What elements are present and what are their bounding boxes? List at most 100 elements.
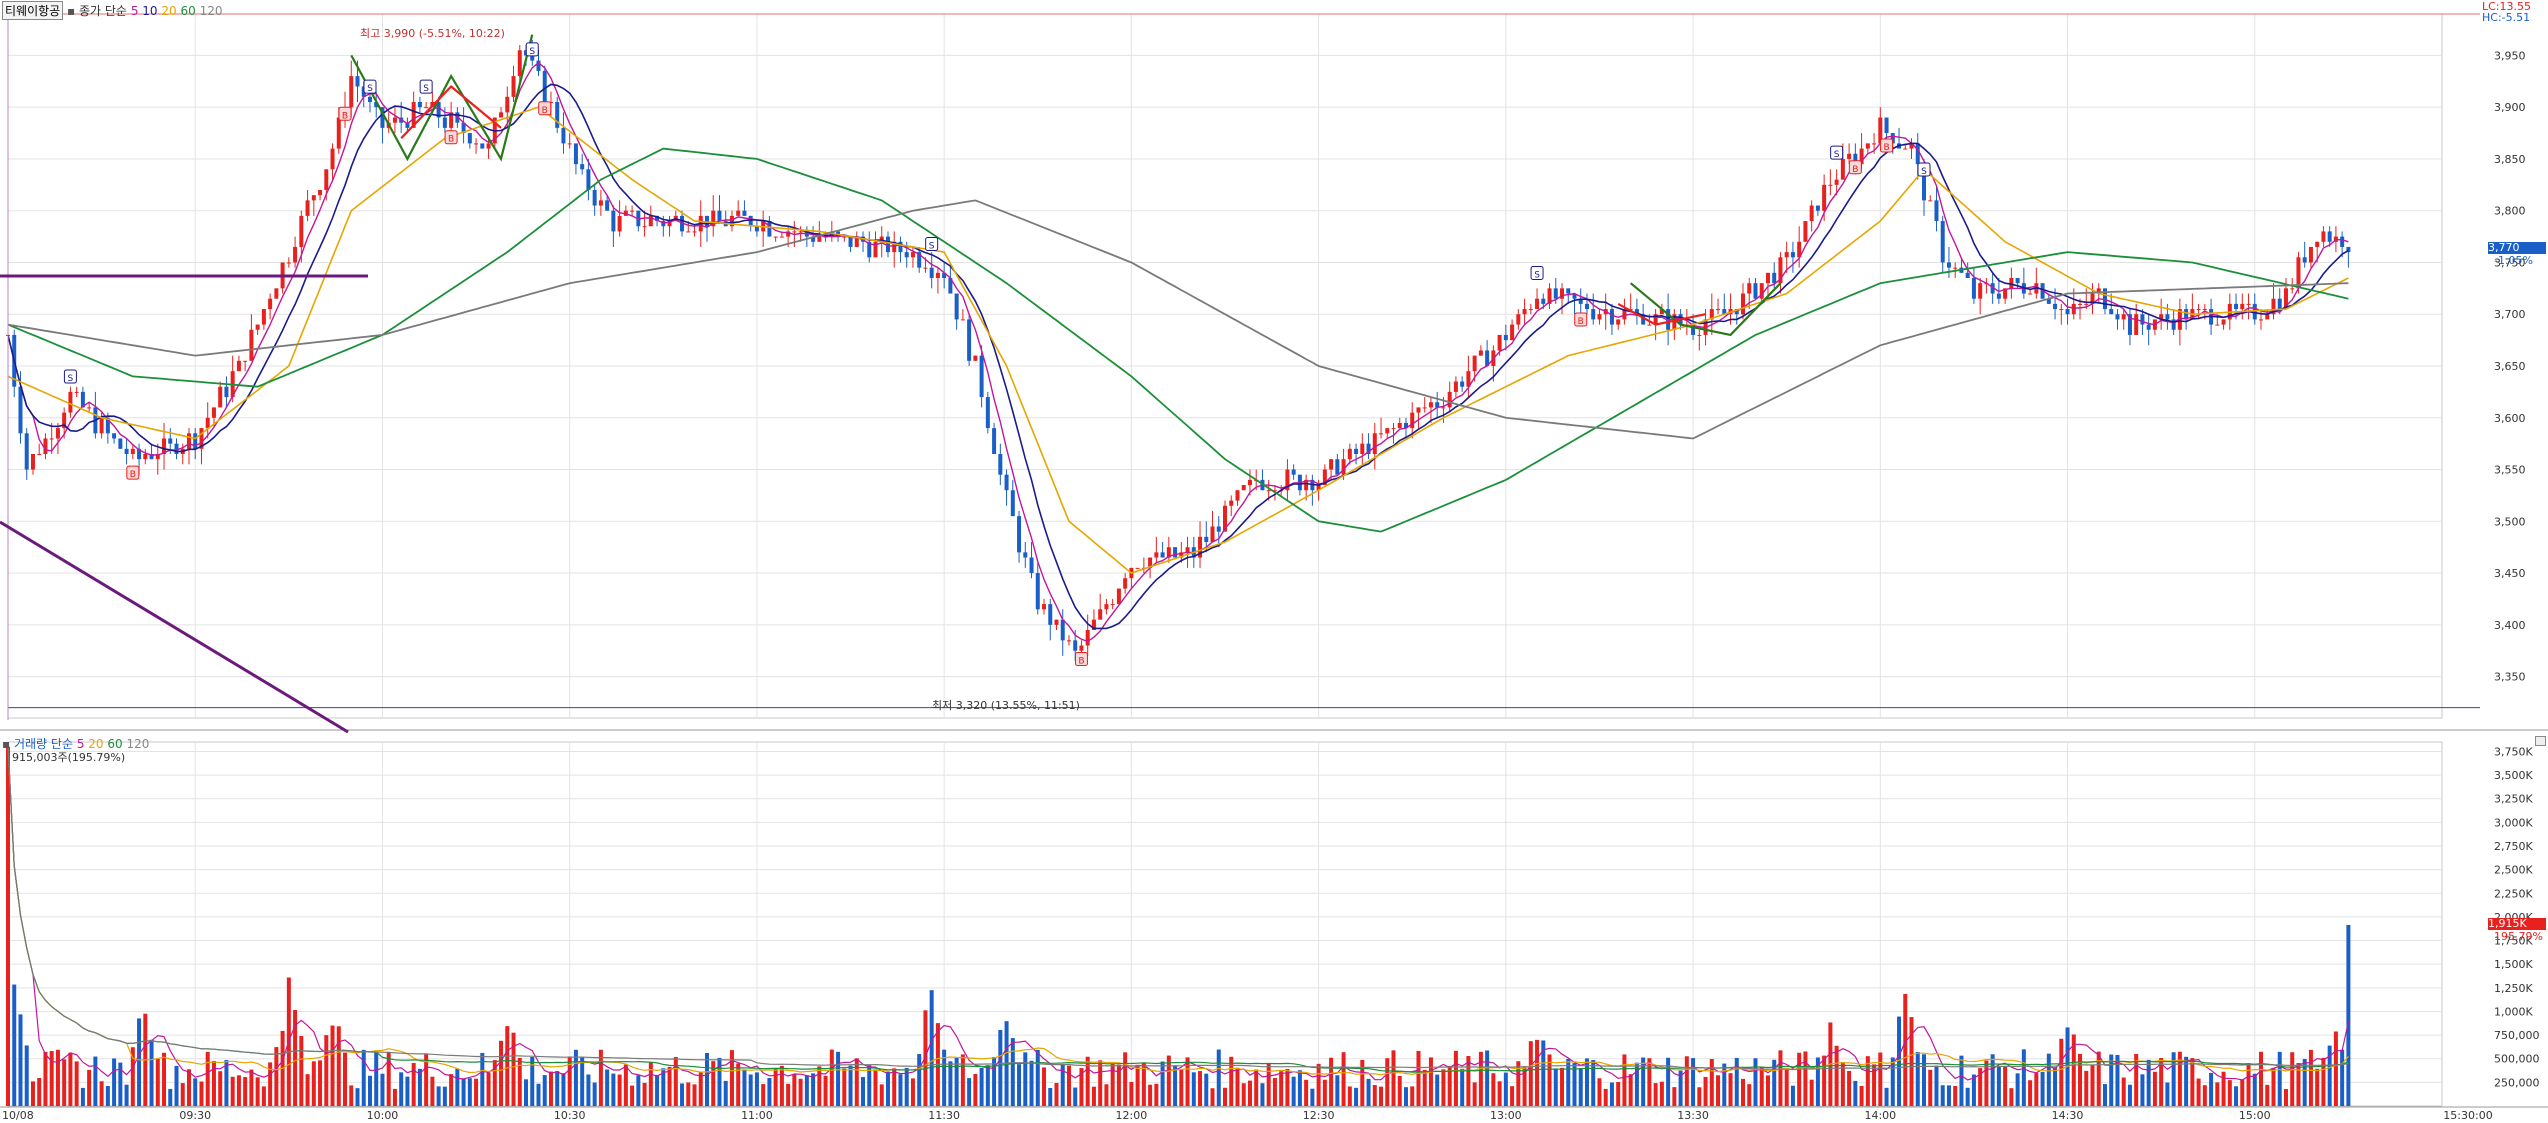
volume-bar	[486, 1072, 491, 1106]
volume-bar	[1035, 1049, 1040, 1106]
candle-body	[561, 127, 566, 144]
candle-body	[960, 319, 965, 321]
volume-bar	[299, 1035, 304, 1106]
sell-signal-marker[interactable]	[525, 42, 539, 57]
volume-bar	[1485, 1050, 1490, 1106]
candle-body	[2090, 293, 2095, 304]
volume-bar	[374, 1052, 379, 1106]
volume-bar	[804, 1075, 809, 1106]
candle-body	[1135, 567, 1140, 569]
candle-body	[967, 319, 972, 361]
volume-bar	[1285, 1068, 1290, 1106]
candle-body	[1060, 619, 1065, 641]
current-change: -1.05%	[2494, 254, 2533, 267]
candle-body	[1722, 309, 1727, 315]
candle-body	[1672, 314, 1677, 330]
candle-body	[1410, 412, 1415, 429]
volume-bar	[636, 1075, 641, 1106]
candle-body	[2078, 303, 2083, 305]
volume-bar	[2190, 1058, 2195, 1106]
candle-body	[1772, 272, 1777, 284]
candle-body	[205, 417, 210, 429]
volume-bar	[467, 1078, 472, 1106]
volume-bar	[2265, 1084, 2270, 1106]
diagonal-trendline[interactable]	[0, 520, 349, 734]
volume-bar	[1747, 1084, 1752, 1106]
volume-bar	[642, 1082, 647, 1106]
candle-body	[1116, 588, 1121, 605]
volume-bar	[1391, 1050, 1396, 1106]
legend-ma120: 120	[199, 4, 223, 18]
x-tick-label: 13:00	[1490, 1109, 1522, 1122]
volume-bar	[1984, 1060, 1989, 1106]
volume-y-tick-label: 2,250K	[2494, 887, 2533, 900]
buy-signal-marker[interactable]	[126, 465, 140, 480]
candle-body	[1659, 309, 1664, 315]
volume-bar	[1466, 1055, 1471, 1106]
candle-body	[1566, 288, 1571, 294]
candle-body	[1840, 158, 1845, 180]
volume-bar	[1403, 1087, 1408, 1106]
candle-body	[792, 231, 797, 233]
candle-body	[411, 102, 416, 128]
candle-body	[293, 246, 298, 263]
volume-bar	[492, 1060, 497, 1106]
volume-bar	[1990, 1054, 1995, 1106]
sell-signal-marker[interactable]	[1530, 266, 1544, 281]
panel-collapse-button[interactable]	[2535, 736, 2546, 746]
volume-bar	[1996, 1066, 2001, 1106]
volume-bar	[580, 1056, 585, 1106]
volume-bar	[1104, 1084, 1109, 1106]
volume-bar	[548, 1071, 553, 1106]
volume-bar	[386, 1051, 391, 1106]
price-legend: 티웨이항공 ▪ 종가 단순 5 10 20 60 120	[2, 1, 223, 20]
candle-body	[49, 438, 54, 440]
volume-bar	[1553, 1068, 1558, 1106]
sell-signal-marker[interactable]	[63, 369, 77, 384]
sell-signal-marker[interactable]	[419, 79, 433, 94]
volume-bar	[1216, 1049, 1221, 1106]
candle-body	[268, 298, 273, 310]
stock-name-box[interactable]: 티웨이항공	[2, 1, 64, 20]
y-tick-label: 3,500	[2494, 515, 2526, 528]
x-tick-label: 11:00	[741, 1109, 773, 1122]
candle-body	[617, 215, 622, 232]
buy-signal-marker[interactable]	[538, 101, 552, 116]
volume-bar	[1478, 1051, 1483, 1106]
volume-bar	[698, 1072, 703, 1106]
zigzag-green-1	[350, 34, 534, 162]
buy-signal-marker[interactable]	[1574, 312, 1588, 327]
buy-signal-marker[interactable]	[1880, 138, 1894, 153]
candle-body	[1416, 407, 1421, 413]
volume-bar	[137, 1018, 142, 1106]
volume-bar	[324, 1035, 329, 1106]
volume-bar	[330, 1025, 335, 1106]
candle-body	[2028, 293, 2033, 295]
volume-bar	[2177, 1051, 2182, 1106]
volume-bar	[1029, 1060, 1034, 1106]
candle-body	[2246, 303, 2251, 305]
candle-body	[811, 236, 816, 242]
candle-body	[461, 122, 466, 134]
sell-signal-marker[interactable]	[363, 79, 377, 94]
buy-signal-marker[interactable]	[1074, 652, 1088, 667]
buy-signal-marker[interactable]	[338, 106, 352, 121]
volume-y-tick-label: 1,750K	[2494, 935, 2533, 948]
buy-signal-marker[interactable]	[1848, 160, 1862, 175]
volume-bar	[1503, 1072, 1508, 1106]
candle-body	[2234, 303, 2239, 310]
volume-bar	[1129, 1081, 1134, 1106]
sell-signal-marker[interactable]	[1917, 162, 1931, 177]
sell-signal-marker[interactable]	[1830, 145, 1844, 160]
volume-bar	[2209, 1072, 2214, 1106]
candle-body	[779, 236, 784, 238]
buy-signal-marker[interactable]	[444, 130, 458, 145]
volume-bar	[1897, 1016, 1902, 1106]
volume-bar	[105, 1086, 110, 1106]
volume-bar	[411, 1062, 416, 1106]
sell-signal-marker[interactable]	[925, 237, 939, 252]
volume-bar	[1372, 1085, 1377, 1106]
candle-body	[1110, 604, 1115, 606]
candle-body	[211, 407, 216, 418]
